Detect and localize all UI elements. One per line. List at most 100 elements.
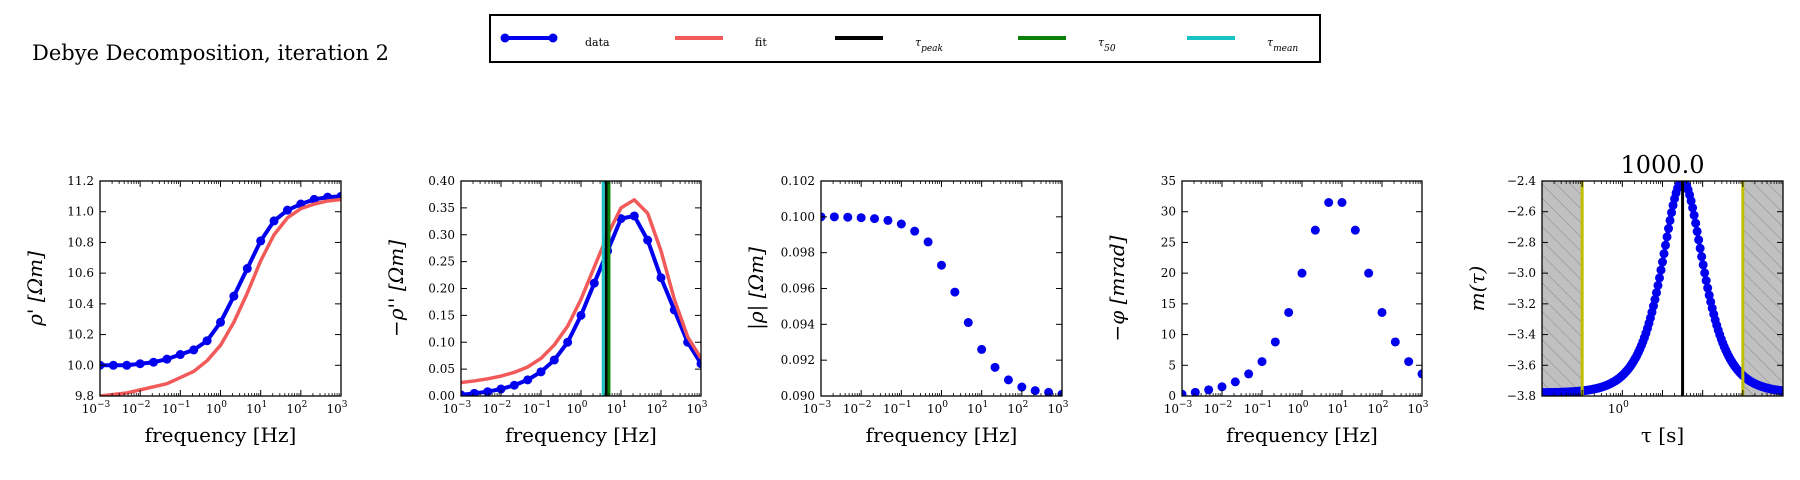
data-point (843, 212, 853, 222)
data-point (1390, 337, 1400, 347)
ytick-label: 0.100 (781, 210, 815, 224)
xtick-label: 10−1 (523, 400, 552, 416)
data-point (1257, 357, 1267, 367)
ytick-label: 0.35 (428, 201, 455, 215)
data-point (950, 287, 960, 297)
data-point (1650, 295, 1660, 305)
plot-area-tau_dist (1542, 181, 1783, 396)
xtick-label: 102 (646, 400, 667, 416)
xaxis-label-rho_real: frequency [Hz] (145, 423, 297, 447)
data-point (1217, 382, 1227, 392)
data-point (1377, 307, 1387, 317)
subplot-rho_real: 9.8 10.0 10.2 10.4 10.6 10.8 11.0 11.2 10−3 10−2 1… (23, 174, 348, 447)
data-point (937, 260, 946, 270)
data-point (1778, 386, 1783, 396)
xtick-label: 10−1 (1244, 400, 1273, 416)
data-point (656, 273, 666, 283)
data-point (216, 317, 225, 327)
xtick-label: 10−1 (883, 400, 912, 416)
data-point (189, 345, 199, 355)
data-point (1324, 198, 1334, 207)
series-line-data (100, 194, 341, 368)
data-point (1704, 290, 1714, 300)
data-point (1686, 196, 1696, 206)
ytick-label: 11.2 (67, 174, 94, 188)
data-point (616, 214, 626, 224)
data-point (1659, 249, 1669, 259)
xtick-label: 10−3 (1164, 400, 1193, 416)
plot-area-rho_real (100, 191, 341, 396)
yaxis-label-rho_real: ρ' [Ωm] (23, 251, 47, 327)
data-point (1664, 224, 1674, 234)
xtick-label: 103 (1407, 400, 1428, 416)
xtick-label: 102 (1007, 400, 1028, 416)
data-point (496, 384, 506, 394)
data-point (1030, 386, 1040, 396)
data-point (829, 212, 839, 222)
ytick-label: 0.098 (781, 246, 815, 260)
data-point (1665, 215, 1675, 225)
ytick-label: 0.20 (428, 282, 455, 296)
xaxis-label-rho_abs: frequency [Hz] (866, 423, 1018, 447)
xtick-label: 10−1 (162, 400, 191, 416)
data-point (1656, 265, 1666, 275)
axes-frame-rho_abs (820, 180, 1063, 397)
data-point (1003, 375, 1013, 385)
ytick-label: 0.00 (428, 389, 455, 403)
series-line-data (461, 213, 701, 396)
legend-label-fit: fit (755, 36, 767, 49)
data-point (1667, 208, 1677, 218)
data-point (1703, 283, 1713, 293)
ytick-label: −3.2 (1507, 297, 1536, 311)
ytick-label: 10.0 (67, 358, 94, 372)
subplot-title-tau_dist: 1000.0 (1621, 151, 1705, 179)
data-point (1698, 260, 1708, 270)
xaxis-label-phase: frequency [Hz] (1226, 423, 1378, 447)
data-point (1244, 369, 1254, 379)
xtick-label: 101 (246, 400, 267, 416)
data-point (1661, 240, 1671, 250)
data-point (910, 226, 920, 236)
data-point (1337, 198, 1347, 207)
xtick-label: 102 (1367, 400, 1388, 416)
plot-area-rho_imag (461, 181, 701, 396)
ytick-label: 35 (1161, 174, 1176, 188)
ytick-label: 25 (1161, 235, 1176, 249)
xtick-label: 10−2 (843, 400, 872, 416)
data-point (256, 236, 266, 246)
figure-title: Debye Decomposition, iteration 2 (32, 41, 389, 65)
data-point (149, 357, 159, 367)
data-point (1688, 203, 1698, 213)
data-point (576, 310, 586, 320)
data-point (1350, 225, 1360, 235)
ytick-label: 0.092 (781, 353, 815, 367)
shaded-region-0 (1542, 181, 1583, 396)
data-point (202, 336, 212, 346)
data-point (1204, 385, 1214, 395)
ytick-label: 0 (1168, 389, 1176, 403)
ytick-label: −3.4 (1507, 328, 1537, 342)
xtick-label: 10−2 (1204, 400, 1233, 416)
data-point (629, 211, 639, 221)
data-point (1658, 257, 1667, 267)
data-point (229, 291, 239, 301)
data-point (282, 205, 292, 215)
data-point (1653, 280, 1663, 290)
xtick-label: 100 (1287, 400, 1308, 416)
ytick-label: 11.0 (67, 205, 94, 219)
xtick-label: 100 (206, 400, 227, 416)
data-point (990, 362, 1000, 372)
ytick-label: 10.4 (67, 297, 94, 311)
legend-frame (489, 14, 1321, 63)
xtick-label: 100 (927, 400, 948, 416)
legend-marker-data (500, 33, 510, 43)
data-point (162, 354, 172, 364)
data-point (1691, 218, 1701, 228)
ytick-label: −2.4 (1507, 174, 1537, 188)
xtick-label: 103 (326, 400, 347, 416)
data-point (1662, 232, 1672, 242)
data-point (1297, 268, 1307, 278)
data-point (1701, 276, 1711, 286)
shaded-region-1 (1742, 181, 1783, 396)
data-point (1694, 235, 1704, 245)
